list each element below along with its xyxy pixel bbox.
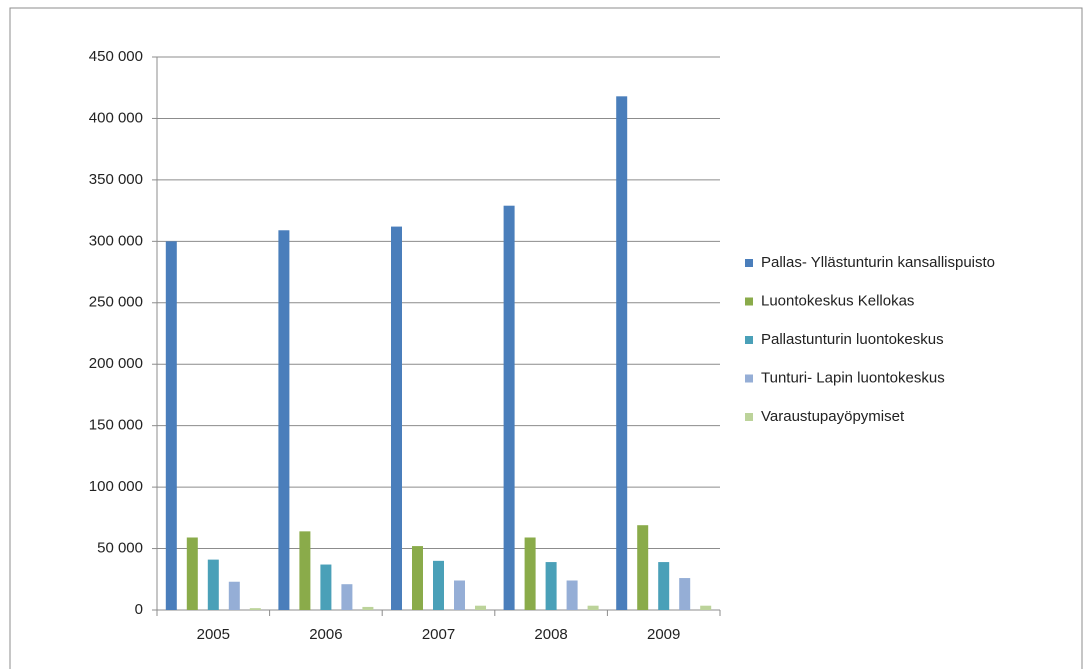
bar	[320, 564, 332, 610]
bar	[249, 608, 261, 610]
y-tick-label: 450 000	[89, 48, 143, 65]
bar	[362, 606, 374, 610]
bar	[587, 605, 599, 610]
x-tick-label: 2009	[647, 626, 680, 643]
y-tick-label: 200 000	[89, 355, 143, 372]
bar	[207, 559, 219, 610]
bar	[503, 205, 515, 610]
y-tick-label: 400 000	[89, 109, 143, 126]
y-tick-label: 100 000	[89, 478, 143, 495]
bar	[524, 537, 536, 610]
y-tick-label: 250 000	[89, 294, 143, 311]
bar	[658, 562, 670, 610]
y-tick-label: 150 000	[89, 417, 143, 434]
bar	[391, 226, 402, 610]
x-tick-label: 2008	[534, 626, 567, 643]
legend-swatch	[745, 374, 753, 383]
y-tick-label: 0	[135, 601, 143, 618]
legend-label: Pallas- Yllästunturin kansallispuisto	[761, 254, 995, 271]
y-tick-label: 50 000	[97, 540, 143, 557]
bar	[278, 230, 290, 611]
legend-swatch	[745, 297, 753, 306]
bar	[186, 537, 198, 610]
bar	[475, 605, 486, 610]
x-tick-label: 2007	[422, 626, 455, 643]
y-tick-label: 300 000	[89, 232, 143, 249]
legend-label: Tunturi- Lapin luontokeskus	[761, 369, 945, 386]
bar	[616, 96, 628, 610]
bar	[228, 581, 240, 610]
bar	[341, 584, 353, 610]
bar	[299, 531, 311, 610]
legend-swatch	[745, 336, 753, 344]
legend-swatch	[745, 413, 753, 421]
legend-swatch	[745, 259, 753, 267]
bar	[700, 605, 712, 610]
legend-label: Varaustupayöpymiset	[761, 408, 905, 425]
legend-label: Luontokeskus Kellokas	[761, 292, 914, 309]
bar	[165, 241, 177, 611]
x-tick-label: 2006	[309, 626, 342, 643]
x-tick-label: 2005	[197, 626, 230, 643]
legend-label: Pallastunturin luontokeskus	[761, 331, 944, 348]
bar	[412, 546, 423, 610]
bar	[545, 562, 557, 610]
y-tick-label: 350 000	[89, 171, 143, 188]
bar	[566, 580, 578, 610]
bar	[679, 578, 691, 610]
bar	[637, 525, 649, 610]
bar	[454, 580, 465, 610]
bar	[433, 560, 444, 610]
